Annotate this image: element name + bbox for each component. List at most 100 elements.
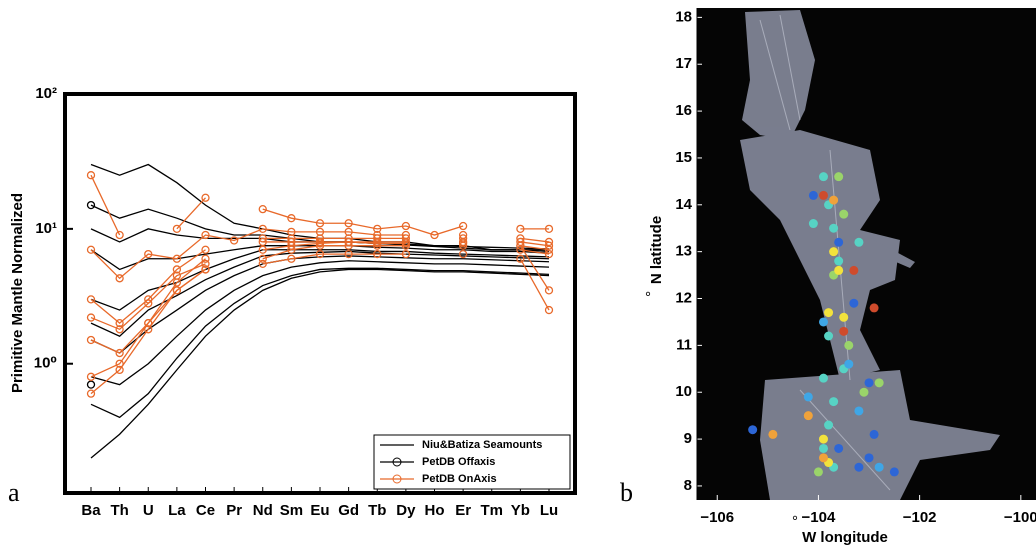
data-point	[258, 205, 267, 214]
y-tick-label: 17	[675, 55, 692, 72]
data-point	[172, 286, 182, 295]
data-point	[344, 241, 353, 250]
data-point	[869, 429, 879, 439]
data-point	[172, 265, 182, 274]
series-line	[520, 241, 550, 247]
data-point	[458, 241, 468, 250]
data-point	[839, 312, 849, 322]
data-point	[430, 230, 439, 240]
x-tick-label: Gd	[338, 502, 359, 519]
data-point	[86, 171, 96, 180]
data-point	[829, 195, 839, 205]
data-point	[115, 318, 124, 328]
x-axis-label: W longitude	[802, 529, 888, 546]
data-point	[86, 200, 96, 210]
data-point	[854, 406, 864, 416]
data-point	[829, 247, 839, 257]
data-point	[818, 172, 828, 182]
y-tick-label: 10⁰	[34, 355, 57, 372]
y-tick-label: 14	[675, 196, 692, 213]
data-point	[844, 340, 854, 350]
legend-marker	[392, 457, 402, 467]
data-point	[401, 249, 411, 259]
data-point	[373, 241, 382, 250]
data-point	[458, 237, 468, 247]
data-point	[115, 348, 124, 358]
data-point	[544, 245, 554, 254]
data-point	[115, 230, 124, 240]
data-point	[818, 453, 828, 463]
data-point	[201, 245, 210, 254]
x-tick-label: Dy	[396, 502, 416, 519]
data-point	[144, 299, 153, 308]
y-tick-label: 18	[675, 8, 692, 25]
data-point	[201, 265, 210, 274]
data-point	[834, 265, 844, 275]
data-point	[864, 453, 874, 463]
y-tick-label: 8	[684, 477, 692, 494]
data-point	[844, 359, 854, 369]
data-point	[315, 219, 325, 228]
series-line	[520, 249, 550, 255]
data-point	[373, 249, 382, 259]
y-tick-label: 9	[684, 430, 692, 447]
data-point	[172, 254, 182, 263]
x-tick-label: Tb	[368, 502, 386, 519]
data-point	[258, 259, 267, 269]
plot-frame	[63, 92, 577, 495]
degree-symbol: °	[645, 289, 651, 306]
y-tick-label: 16	[675, 102, 692, 119]
series-line	[262, 208, 464, 236]
series-line	[90, 268, 206, 395]
data-point	[86, 380, 96, 389]
series-line	[90, 249, 206, 324]
data-point	[818, 373, 828, 383]
legend-label: PetDB OnAxis	[422, 473, 497, 485]
data-point	[818, 443, 828, 453]
data-point	[201, 193, 210, 202]
data-point	[516, 254, 525, 263]
data-point	[115, 365, 124, 375]
data-point	[516, 237, 525, 247]
series-line	[90, 228, 406, 280]
data-point	[839, 209, 849, 219]
y-tick-label: 10	[675, 383, 692, 400]
data-point	[201, 230, 210, 240]
data-point	[229, 236, 239, 245]
data-point	[86, 295, 96, 304]
series-line	[90, 260, 550, 386]
data-point	[834, 237, 844, 247]
data-point	[864, 378, 874, 388]
data-point	[401, 221, 411, 231]
series-line	[262, 253, 406, 265]
data-point	[813, 467, 823, 477]
data-point	[258, 224, 267, 234]
data-point	[824, 308, 834, 318]
data-point	[859, 387, 869, 397]
bathymetry-swaths	[740, 10, 1000, 500]
data-point	[544, 286, 554, 295]
data-point	[808, 219, 818, 229]
data-point	[258, 245, 267, 254]
data-point	[808, 190, 818, 200]
data-point	[201, 259, 210, 269]
y-axis-label: Primitive Mantle Normalized	[9, 193, 26, 393]
series-line	[520, 245, 550, 251]
x-tick-label: Ho	[425, 502, 445, 519]
x-tick-label: Pr	[226, 502, 242, 519]
series-line	[176, 197, 206, 230]
data-point	[516, 241, 525, 250]
data-point	[344, 249, 353, 259]
data-point	[401, 241, 411, 250]
data-point	[849, 298, 859, 308]
x-tick-label: Tm	[481, 502, 504, 519]
data-point	[824, 331, 834, 341]
data-point	[86, 313, 96, 322]
x-tick-label: Ba	[81, 502, 101, 519]
series-line	[90, 174, 121, 236]
data-point	[834, 443, 844, 453]
series-line	[262, 245, 406, 260]
x-tick-label: −106	[700, 509, 734, 526]
data-point	[889, 467, 899, 477]
